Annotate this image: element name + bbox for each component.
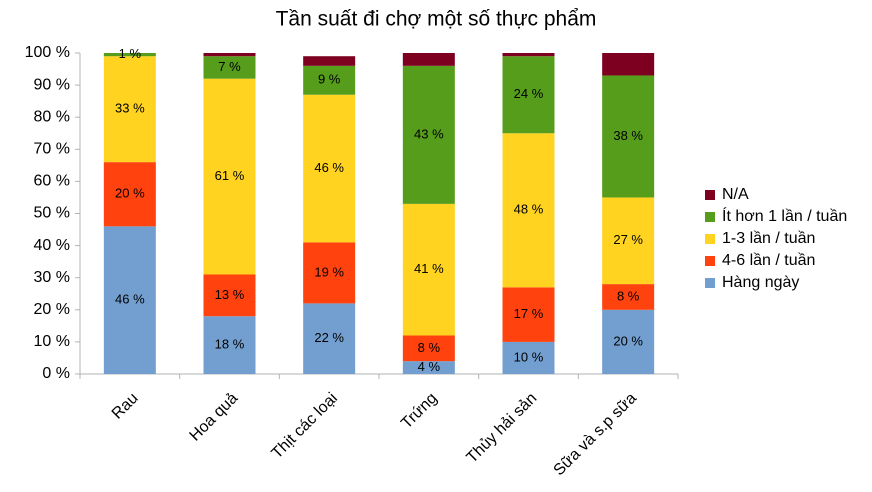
- bar-segment: [103, 226, 156, 374]
- data-label: 38 %: [613, 128, 643, 143]
- bar-segment: [402, 203, 455, 336]
- data-label: 41 %: [414, 261, 444, 276]
- y-tick-label: 0 %: [42, 365, 70, 382]
- bar-segment: [402, 65, 455, 204]
- data-label: 43 %: [414, 126, 444, 141]
- bar-segment: [502, 287, 555, 342]
- bar-segment: [303, 65, 356, 95]
- legend-label: 1-3 lần / tuần: [722, 230, 815, 247]
- bar-segment: [303, 242, 356, 304]
- data-label: 27 %: [613, 232, 643, 247]
- bar-segment: [203, 78, 256, 275]
- bar-segment: [602, 284, 655, 310]
- y-tick-label: 20 %: [34, 301, 70, 318]
- data-label: 8 %: [418, 340, 441, 355]
- y-tick-label: 40 %: [34, 237, 70, 254]
- y-tick-label: 90 %: [34, 76, 70, 93]
- legend-swatch: [705, 212, 715, 222]
- legend-label: Ít hơn 1 lần / tuần: [722, 206, 847, 225]
- bar-segment: [502, 133, 555, 288]
- x-tick-label: Sữa và s.p sữa: [551, 390, 641, 480]
- data-label: 46 %: [314, 160, 344, 175]
- legend-swatch: [705, 278, 715, 288]
- x-tick-label: Hoa quả: [187, 390, 242, 445]
- x-tick-label: Trứng: [398, 390, 440, 432]
- data-label: 33 %: [115, 101, 145, 116]
- data-label: 17 %: [514, 306, 544, 321]
- bar-segment: [103, 56, 156, 163]
- bar-segment: [303, 94, 356, 243]
- bar-segment: [602, 53, 655, 76]
- x-tick-label: Rau: [109, 390, 142, 423]
- bar-segment: [103, 162, 156, 227]
- bar-segment: [203, 274, 256, 317]
- bar-segment: [402, 335, 455, 362]
- bar-segment: [402, 53, 455, 66]
- data-label: 4 %: [418, 359, 441, 374]
- data-label: 7 %: [218, 59, 241, 74]
- x-tick-label: Thịt các loại: [269, 390, 341, 462]
- bar-segment: [203, 56, 256, 79]
- legend-label: 4-6 lần / tuần: [722, 252, 815, 269]
- legend-swatch: [705, 256, 715, 266]
- data-label: 48 %: [514, 202, 544, 217]
- bar-segment: [602, 75, 655, 198]
- bar-segment: [303, 303, 356, 374]
- legend-swatch: [705, 190, 715, 200]
- x-tick-label: Thủy hải sản: [464, 390, 541, 467]
- bar-segment: [103, 53, 156, 57]
- data-label: 8 %: [617, 288, 640, 303]
- legend-label: Hàng ngày: [722, 274, 799, 291]
- data-label: 61 %: [215, 168, 245, 183]
- bar-segment: [502, 56, 555, 134]
- bar-segment: [502, 341, 555, 374]
- y-tick-label: 50 %: [34, 205, 70, 222]
- y-tick-label: 100 %: [25, 44, 70, 61]
- data-label: 20 %: [613, 333, 643, 348]
- data-label: 22 %: [314, 330, 344, 345]
- y-tick-label: 80 %: [34, 108, 70, 125]
- y-tick-label: 10 %: [34, 333, 70, 350]
- bar-segment: [502, 53, 555, 57]
- y-tick-label: 70 %: [34, 141, 70, 158]
- bar-segment: [402, 361, 455, 374]
- data-label: 18 %: [215, 337, 245, 352]
- data-label: 19 %: [314, 264, 344, 279]
- bar-segment: [602, 309, 655, 374]
- data-label: 13 %: [215, 287, 245, 302]
- data-label: 46 %: [115, 292, 145, 307]
- legend-swatch: [705, 234, 715, 244]
- data-label: 1 %: [119, 46, 142, 61]
- bar-segment: [602, 197, 655, 285]
- data-label: 24 %: [514, 86, 544, 101]
- y-tick-label: 60 %: [34, 173, 70, 190]
- data-label: 20 %: [115, 186, 145, 201]
- legend-label: N/A: [722, 186, 749, 203]
- bar-segment: [303, 56, 356, 66]
- y-tick-label: 30 %: [34, 269, 70, 286]
- bar-segment: [203, 53, 256, 57]
- bar-segment: [203, 316, 256, 374]
- data-label: 10 %: [514, 349, 544, 364]
- data-label: 9 %: [318, 72, 341, 87]
- chart-title: Tần suất đi chợ một số thực phẩm: [276, 8, 597, 31]
